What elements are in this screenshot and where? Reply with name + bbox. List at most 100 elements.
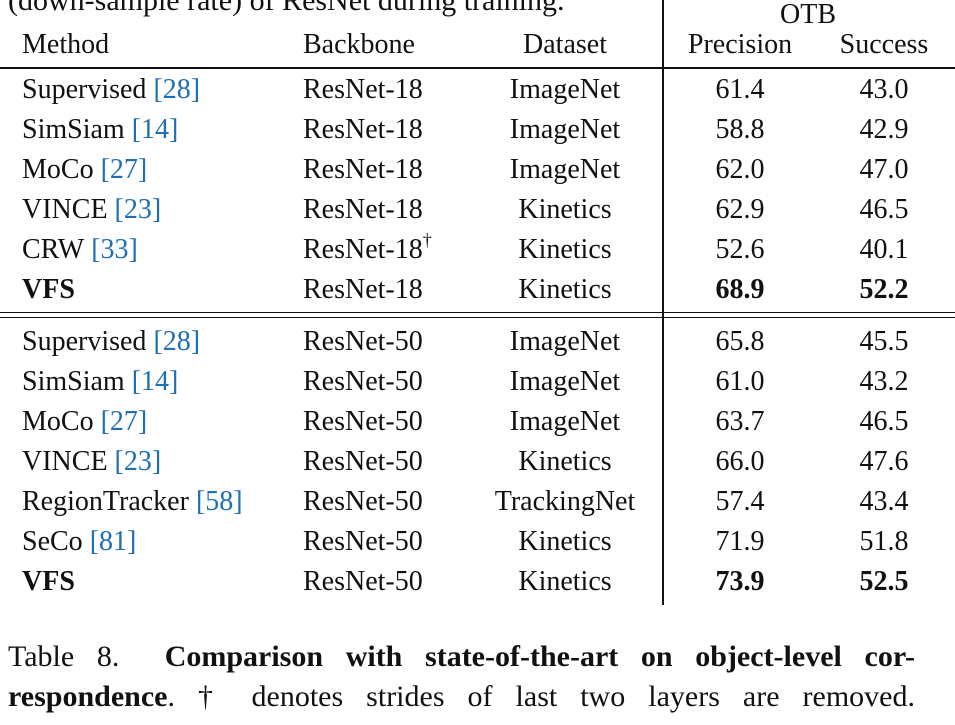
column-header: Success: [839, 29, 929, 60]
success-cell: 51.8: [814, 525, 954, 559]
caption-text: . † denotes strides of last two layers a…: [167, 680, 915, 713]
success: 52.5: [859, 566, 909, 597]
precision-cell: 65.8: [670, 325, 810, 359]
dataset: Kinetics: [518, 526, 612, 557]
method-cell: VINCE [23]: [22, 193, 161, 227]
backbone: ResNet-18: [303, 74, 423, 105]
precision-cell: 61.0: [670, 365, 810, 399]
dataset-cell: Kinetics: [475, 565, 655, 599]
method: SimSiam: [22, 366, 125, 397]
method-cell: VINCE [23]: [22, 445, 161, 479]
method: RegionTracker: [22, 486, 189, 517]
method-cell: MoCo [27]: [22, 153, 147, 187]
method-cell: MoCo [27]: [22, 405, 147, 439]
method: SimSiam: [22, 114, 125, 145]
method: SeCo: [22, 526, 83, 557]
dataset: TrackingNet: [494, 486, 636, 517]
dataset-cell: Kinetics: [475, 445, 655, 479]
dataset-cell: Kinetics: [475, 193, 655, 227]
caption-line: respondence. † denotes strides of last t…: [8, 678, 915, 716]
method-cell: Supervised [28]: [22, 73, 200, 107]
backbone: ResNet-50: [303, 366, 423, 397]
backbone-cell: ResNet-50: [303, 485, 423, 519]
backbone: ResNet-18: [303, 154, 423, 185]
dataset-cell: ImageNet: [475, 325, 655, 359]
column-header: Dataset: [523, 29, 607, 60]
caption-label: Table 8.: [8, 640, 120, 673]
column-header: Precision: [687, 29, 793, 60]
precision-cell: 62.9: [670, 193, 810, 227]
precision: 52.6: [715, 234, 765, 265]
space: [189, 486, 196, 517]
success-cell: 43.4: [814, 485, 954, 519]
dataset-cell: Kinetics: [475, 233, 655, 267]
backbone: ResNet-18: [303, 274, 423, 305]
dataset-cell: TrackingNet: [475, 485, 655, 519]
success: 43.4: [859, 486, 909, 517]
dataset-cell: ImageNet: [475, 153, 655, 187]
method-cell: RegionTracker [58]: [22, 485, 243, 519]
citation: [28]: [153, 74, 201, 105]
success-cell: 47.6: [814, 445, 954, 479]
dataset: ImageNet: [509, 366, 621, 397]
dataset: ImageNet: [509, 114, 621, 145]
dataset-cell: ImageNet: [475, 113, 655, 147]
header-rule: [0, 67, 955, 69]
precision: 66.0: [715, 446, 765, 477]
citation: [23]: [114, 194, 162, 225]
method-cell: Supervised [28]: [22, 325, 200, 359]
group-rule: [0, 317, 955, 318]
space: [108, 194, 115, 225]
success: 45.5: [859, 326, 909, 357]
backbone-cell: ResNet-18: [303, 193, 423, 227]
success: 52.2: [859, 274, 909, 305]
precision: 62.0: [715, 154, 765, 185]
citation: [33]: [91, 234, 138, 265]
dataset: Kinetics: [518, 274, 612, 305]
method: VFS: [22, 274, 75, 305]
precision-cell: 71.9: [670, 525, 810, 559]
success: 43.0: [859, 74, 909, 105]
precision-cell: 66.0: [670, 445, 810, 479]
backbone: ResNet-50: [303, 406, 423, 437]
backbone: ResNet-50: [303, 566, 423, 597]
precision: 63.7: [715, 406, 765, 437]
backbone-cell: ResNet-50: [303, 525, 423, 559]
space: [108, 446, 115, 477]
method-cell: VFS: [22, 273, 75, 307]
success: 47.6: [859, 446, 909, 477]
backbone-cell: ResNet-50: [303, 325, 423, 359]
citation: [27]: [100, 154, 148, 185]
success: 40.1: [859, 234, 909, 265]
backbone-cell: ResNet-50: [303, 365, 423, 399]
precision: 58.8: [715, 114, 765, 145]
success-cell: 43.0: [814, 73, 954, 107]
precision: 73.9: [715, 566, 765, 597]
backbone-cell: ResNet-50: [303, 565, 423, 599]
dataset-cell: ImageNet: [475, 365, 655, 399]
backbone-cell: ResNet-18: [303, 113, 423, 147]
success: 43.2: [859, 366, 909, 397]
citation: [14]: [131, 114, 179, 145]
backbone: ResNet-50: [303, 486, 423, 517]
citation: [14]: [131, 366, 179, 397]
backbone-cell: ResNet-18: [303, 153, 423, 187]
column-header: Method: [22, 29, 110, 60]
precision-cell: 68.9: [670, 273, 810, 307]
success: 47.0: [859, 154, 909, 185]
dataset: Kinetics: [518, 194, 612, 225]
dataset-cell: Kinetics: [475, 273, 655, 307]
success-cell: 45.5: [814, 325, 954, 359]
backbone-cell: ResNet-50: [303, 445, 423, 479]
precision: 61.4: [715, 74, 765, 105]
dataset: ImageNet: [509, 74, 621, 105]
backbone: ResNet-50: [303, 526, 423, 557]
method-cell: SeCo [81]: [22, 525, 136, 559]
vertical-rule: [662, 0, 664, 605]
backbone: ResNet-50: [303, 446, 423, 477]
method: CRW: [22, 234, 85, 265]
success-cell: 43.2: [814, 365, 954, 399]
method-cell: VFS: [22, 565, 75, 599]
citation: [28]: [153, 326, 201, 357]
space: [125, 366, 132, 397]
